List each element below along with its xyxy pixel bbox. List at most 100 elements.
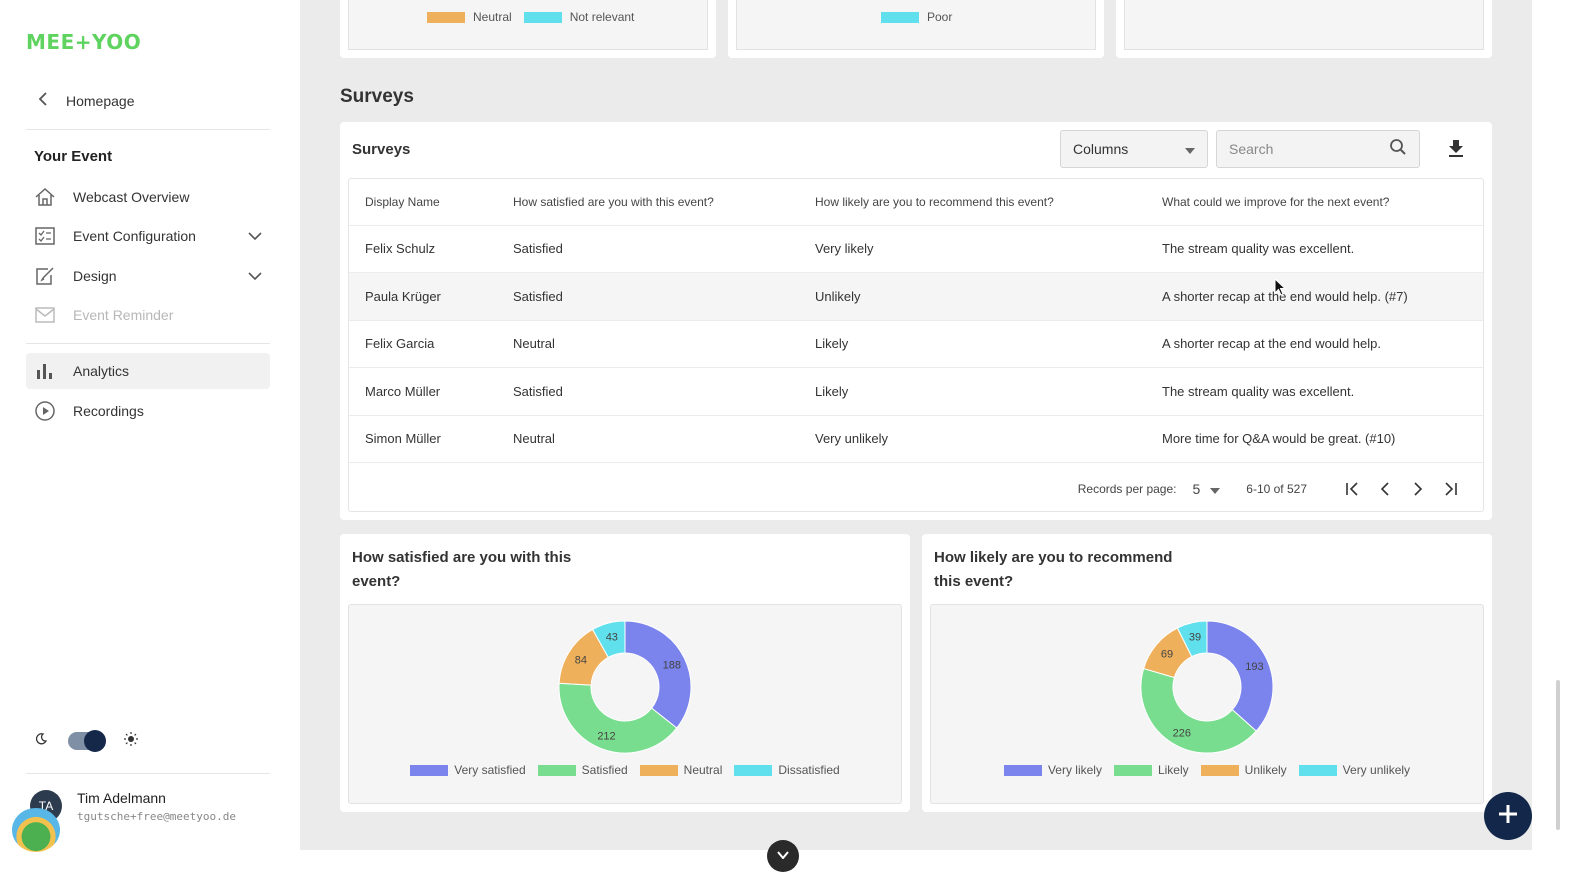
play-circle-icon	[26, 400, 64, 422]
chart-legend: Very satisfied Satisfied Neutral Dissatisfi…	[349, 763, 901, 777]
sidebar-item-label: Analytics	[73, 363, 130, 379]
data-label: 193	[1245, 661, 1263, 673]
top-chart-card: Neutral Not relevant	[340, 0, 716, 58]
data-label: 39	[1189, 631, 1201, 643]
back-to-homepage[interactable]: Homepage	[26, 84, 270, 118]
legend-swatch	[523, 11, 562, 23]
user-profile[interactable]: TA Tim Adelmann tgutsche+free@meetyoo.de	[10, 786, 280, 852]
sidebar-item-event-configuration[interactable]: Event Configuration	[26, 218, 270, 254]
chart-legend: Very likely Likely Unlikely Very unlikely	[931, 763, 1483, 777]
donut-slice-satisfied[interactable]	[558, 682, 678, 754]
donut-slice-very-unlikely[interactable]	[1176, 620, 1208, 658]
cell-display-name: Felix Garcia	[349, 320, 497, 368]
legend-item[interactable]: Very satisfied	[410, 763, 526, 777]
table-row[interactable]: Paula Krüger Satisfied Unlikely A shorte…	[349, 272, 1483, 321]
legend-item[interactable]: Unlikely	[1200, 763, 1287, 777]
chart-title: How satisfied are you with this event?	[352, 549, 572, 590]
donut-slice-very-satisfied[interactable]	[624, 620, 692, 729]
donut-slice-dissatisfied[interactable]	[591, 620, 626, 659]
sidebar-item-label: Recordings	[73, 403, 144, 419]
sidebar-item-label: Event Configuration	[73, 228, 196, 244]
legend-item[interactable]: Likely	[1113, 763, 1189, 777]
table-row[interactable]: Felix Schulz Satisfied Very likely The s…	[349, 225, 1483, 273]
meetyoo-logo[interactable]: MEE+YOO	[26, 30, 142, 54]
cell-display-name: Felix Schulz	[349, 225, 497, 273]
home-icon	[26, 187, 64, 207]
add-button[interactable]	[1484, 792, 1532, 840]
column-header[interactable]: How likely are you to recommend this eve…	[799, 179, 1146, 226]
search-icon[interactable]	[1389, 138, 1407, 161]
chart-area: Poor	[736, 0, 1096, 50]
legend-item[interactable]: Satisfied	[537, 763, 628, 777]
sun-icon	[124, 731, 138, 751]
chart-title: How likely are you to recommend this eve…	[934, 549, 1173, 590]
table-row[interactable]: Marco Müller Satisfied Likely The stream…	[349, 367, 1483, 416]
legend-swatch	[1298, 764, 1337, 776]
cell-recommend: Likely	[799, 367, 1146, 416]
sidebar-item-label: Design	[73, 268, 117, 284]
donut-chart: 193 226 69 39	[1140, 620, 1274, 754]
legend-item[interactable]: Very likely	[1003, 763, 1102, 777]
legend-item[interactable]: Dissatisfied	[734, 763, 840, 777]
table-header-row: Display Name How satisfied are you with …	[349, 179, 1483, 226]
records-per-page-select[interactable]: 5	[1192, 481, 1221, 497]
records-per-page-value: 5	[1192, 481, 1201, 497]
column-header[interactable]: What could we improve for the next event…	[1146, 179, 1483, 226]
cell-recommend: Very unlikely	[799, 415, 1146, 463]
plus-icon	[1497, 800, 1519, 832]
legend-label: Likely	[1157, 763, 1189, 777]
previous-page-icon[interactable]	[1368, 482, 1401, 496]
cell-improve: A shorter recap at the end would help. (…	[1146, 272, 1483, 321]
search-field[interactable]	[1216, 130, 1420, 168]
chevron-down-icon	[777, 846, 789, 862]
chevron-down-icon[interactable]	[240, 272, 270, 280]
collapse-toggle[interactable]	[767, 840, 799, 872]
table-row[interactable]: Simon Müller Neutral Very unlikely More …	[349, 415, 1483, 463]
surveys-table-card: Surveys Columns Display Name How satisfi…	[340, 122, 1492, 520]
page-range: 6-10 of 527	[1246, 482, 1307, 496]
last-page-icon[interactable]	[1434, 482, 1467, 496]
legend-label: Poor	[927, 10, 953, 24]
sidebar-item-recordings[interactable]: Recordings	[26, 393, 270, 429]
top-chart-card	[1116, 0, 1492, 58]
first-page-icon[interactable]	[1335, 482, 1368, 496]
sidebar-item-event-reminder: Event Reminder	[26, 297, 270, 333]
sidebar-item-design[interactable]: Design	[26, 258, 270, 294]
edit-icon	[26, 266, 64, 286]
search-input[interactable]	[1229, 141, 1369, 157]
donut-slice-likely[interactable]	[1140, 667, 1257, 754]
next-page-icon[interactable]	[1401, 482, 1434, 496]
legend: Neutral Not relevant	[427, 10, 634, 24]
checklist-icon	[26, 226, 64, 246]
sidebar-item-webcast-overview[interactable]: Webcast Overview	[26, 179, 270, 215]
legend-label: Dissatisfied	[778, 763, 840, 777]
cell-satisfaction: Neutral	[497, 320, 799, 368]
data-table: Display Name How satisfied are you with …	[349, 179, 1483, 463]
column-header[interactable]: How satisfied are you with this event?	[497, 179, 799, 226]
legend-label: Neutral	[683, 763, 723, 777]
column-header[interactable]: Display Name	[349, 179, 497, 226]
table-title: Surveys	[352, 141, 411, 158]
scrollbar[interactable]	[1556, 680, 1560, 830]
columns-dropdown[interactable]: Columns	[1060, 130, 1208, 168]
legend-item[interactable]: Neutral	[639, 763, 723, 777]
surveys-table: Display Name How satisfied are you with …	[348, 178, 1484, 512]
cell-recommend: Unlikely	[799, 272, 1146, 321]
divider	[26, 773, 270, 774]
chart-area: 193 226 69 39 Very likely Likely Unlikely Very…	[930, 604, 1484, 804]
divider	[26, 343, 270, 344]
sidebar-item-analytics[interactable]: Analytics	[26, 353, 270, 389]
download-icon	[1448, 139, 1464, 162]
cell-satisfaction: Neutral	[497, 415, 799, 463]
theme-toggle[interactable]	[68, 730, 106, 752]
cell-display-name: Paula Krüger	[349, 272, 497, 321]
chevron-down-icon[interactable]	[240, 232, 270, 240]
bar-chart-icon	[26, 362, 64, 380]
moon-icon	[34, 732, 48, 751]
sidebar-item-label: Event Reminder	[73, 307, 174, 323]
download-button[interactable]	[1442, 136, 1470, 164]
legend-item[interactable]: Very unlikely	[1298, 763, 1410, 777]
donut-slice-very-likely[interactable]	[1206, 620, 1274, 732]
legend-label: Very likely	[1047, 763, 1102, 777]
table-row[interactable]: Felix Garcia Neutral Likely A shorter re…	[349, 320, 1483, 368]
